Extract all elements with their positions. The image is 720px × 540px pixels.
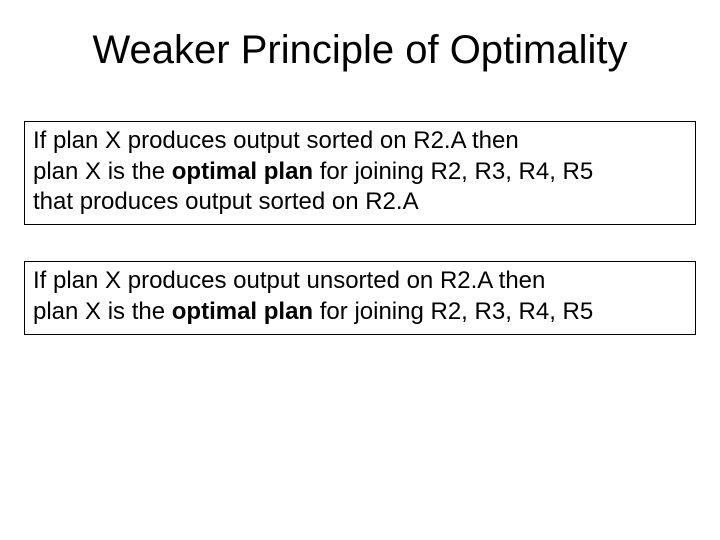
slide-title: Weaker Principle of Optimality bbox=[24, 28, 696, 73]
box1-line2: plan X is the optimal plan for joining R… bbox=[33, 157, 687, 188]
box1-line2-bold: optimal plan bbox=[172, 158, 313, 185]
box1-line2-post: for joining R2, R3, R4, R5 bbox=[313, 158, 593, 185]
principle-box-2: If plan X produces output unsorted on R2… bbox=[24, 261, 696, 334]
box2-line2-pre: plan X is the bbox=[33, 298, 172, 325]
box1-line1: If plan X produces output sorted on R2.A… bbox=[33, 126, 687, 157]
box2-line1: If plan X produces output unsorted on R2… bbox=[33, 266, 687, 297]
slide-container: Weaker Principle of Optimality If plan X… bbox=[0, 0, 720, 540]
box2-line2-bold: optimal plan bbox=[172, 298, 313, 325]
box2-line2-post: for joining R2, R3, R4, R5 bbox=[313, 298, 593, 325]
box1-line3: that produces output sorted on R2.A bbox=[33, 187, 687, 218]
box1-line2-pre: plan X is the bbox=[33, 158, 172, 185]
principle-box-1: If plan X produces output sorted on R2.A… bbox=[24, 121, 696, 225]
box2-line2: plan X is the optimal plan for joining R… bbox=[33, 297, 687, 328]
